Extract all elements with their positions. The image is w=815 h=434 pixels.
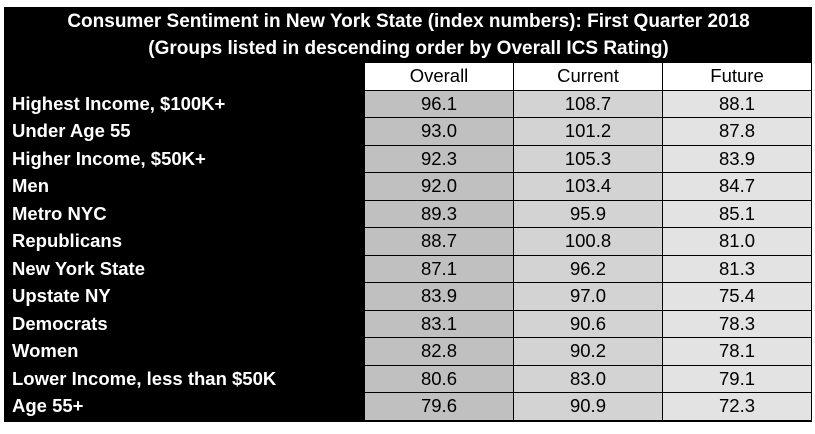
table-row: New York State 87.1 96.2 81.3 — [5, 254, 813, 283]
value-cell-overall: 79.6 — [364, 392, 514, 421]
table-subtitle: (Groups listed in descending order by Ov… — [4, 35, 813, 63]
row-label: Age 55+ — [5, 392, 365, 421]
row-label: Republicans — [5, 227, 365, 256]
column-header-current: Current — [513, 62, 663, 91]
row-label: Upstate NY — [5, 282, 365, 311]
row-label: Women — [5, 337, 365, 366]
value-cell-current: 97.0 — [513, 282, 663, 311]
value-cell-current: 95.9 — [513, 199, 663, 228]
table-row: Age 55+ 79.6 90.9 72.3 — [5, 392, 813, 421]
value-cell-future: 87.8 — [661, 117, 813, 146]
value-cell-current: 101.2 — [513, 117, 663, 146]
table-row: Democrats 83.1 90.6 78.3 — [5, 309, 813, 338]
table-row: Metro NYC 89.3 95.9 85.1 — [5, 199, 813, 228]
value-cell-future: 78.3 — [661, 309, 813, 338]
sentiment-table: Consumer Sentiment in New York State (in… — [4, 8, 813, 421]
row-label: New York State — [5, 254, 365, 283]
row-label: Democrats — [5, 309, 365, 338]
column-header-future: Future — [661, 62, 813, 91]
table-row: Men 92.0 103.4 84.7 — [5, 172, 813, 201]
value-cell-current: 105.3 — [513, 144, 663, 173]
column-header-row: Overall Current Future — [5, 62, 813, 91]
value-cell-overall: 83.1 — [364, 309, 514, 338]
value-cell-overall: 87.1 — [364, 254, 514, 283]
value-cell-current: 90.6 — [513, 309, 663, 338]
value-cell-current: 83.0 — [513, 364, 663, 393]
value-cell-future: 79.1 — [661, 364, 813, 393]
value-cell-future: 84.7 — [661, 172, 813, 201]
value-cell-future: 85.1 — [661, 199, 813, 228]
value-cell-future: 88.1 — [661, 89, 813, 118]
value-cell-current: 100.8 — [513, 227, 663, 256]
value-cell-future: 81.0 — [661, 227, 813, 256]
row-label: Men — [5, 172, 365, 201]
row-label: Lower Income, less than $50K — [5, 364, 365, 393]
table-title: Consumer Sentiment in New York State (in… — [4, 8, 813, 36]
table-row: Highest Income, $100K+ 96.1 108.7 88.1 — [5, 89, 813, 118]
value-cell-overall: 93.0 — [364, 117, 514, 146]
value-cell-current: 108.7 — [513, 89, 663, 118]
value-cell-current: 90.2 — [513, 337, 663, 366]
value-cell-future: 72.3 — [661, 392, 813, 421]
value-cell-overall: 92.0 — [364, 172, 514, 201]
column-header-overall: Overall — [364, 62, 514, 91]
value-cell-current: 90.9 — [513, 392, 663, 421]
value-cell-future: 81.3 — [661, 254, 813, 283]
row-label: Higher Income, $50K+ — [5, 144, 365, 173]
sentiment-table-container: Consumer Sentiment in New York State (in… — [4, 7, 813, 422]
value-cell-current: 96.2 — [513, 254, 663, 283]
value-cell-overall: 96.1 — [364, 89, 514, 118]
value-cell-future: 78.1 — [661, 337, 813, 366]
table-row: Women 82.8 90.2 78.1 — [5, 337, 813, 366]
table-row: Higher Income, $50K+ 92.3 105.3 83.9 — [5, 144, 813, 173]
value-cell-overall: 83.9 — [364, 282, 514, 311]
row-label: Highest Income, $100K+ — [5, 89, 365, 118]
value-cell-overall: 92.3 — [364, 144, 514, 173]
table-row: Under Age 55 93.0 101.2 87.8 — [5, 117, 813, 146]
value-cell-future: 75.4 — [661, 282, 813, 311]
subtitle-row: (Groups listed in descending order by Ov… — [4, 35, 813, 63]
table-row: Upstate NY 83.9 97.0 75.4 — [5, 282, 813, 311]
title-row: Consumer Sentiment in New York State (in… — [4, 8, 813, 36]
value-cell-overall: 88.7 — [364, 227, 514, 256]
value-cell-future: 83.9 — [661, 144, 813, 173]
header-corner-cell — [5, 62, 365, 91]
value-cell-current: 103.4 — [513, 172, 663, 201]
value-cell-overall: 89.3 — [364, 199, 514, 228]
table-row: Lower Income, less than $50K 80.6 83.0 79.1 — [5, 364, 813, 393]
value-cell-overall: 80.6 — [364, 364, 514, 393]
table-row: Republicans 88.7 100.8 81.0 — [5, 227, 813, 256]
row-label: Under Age 55 — [5, 117, 365, 146]
row-label: Metro NYC — [5, 199, 365, 228]
value-cell-overall: 82.8 — [364, 337, 514, 366]
